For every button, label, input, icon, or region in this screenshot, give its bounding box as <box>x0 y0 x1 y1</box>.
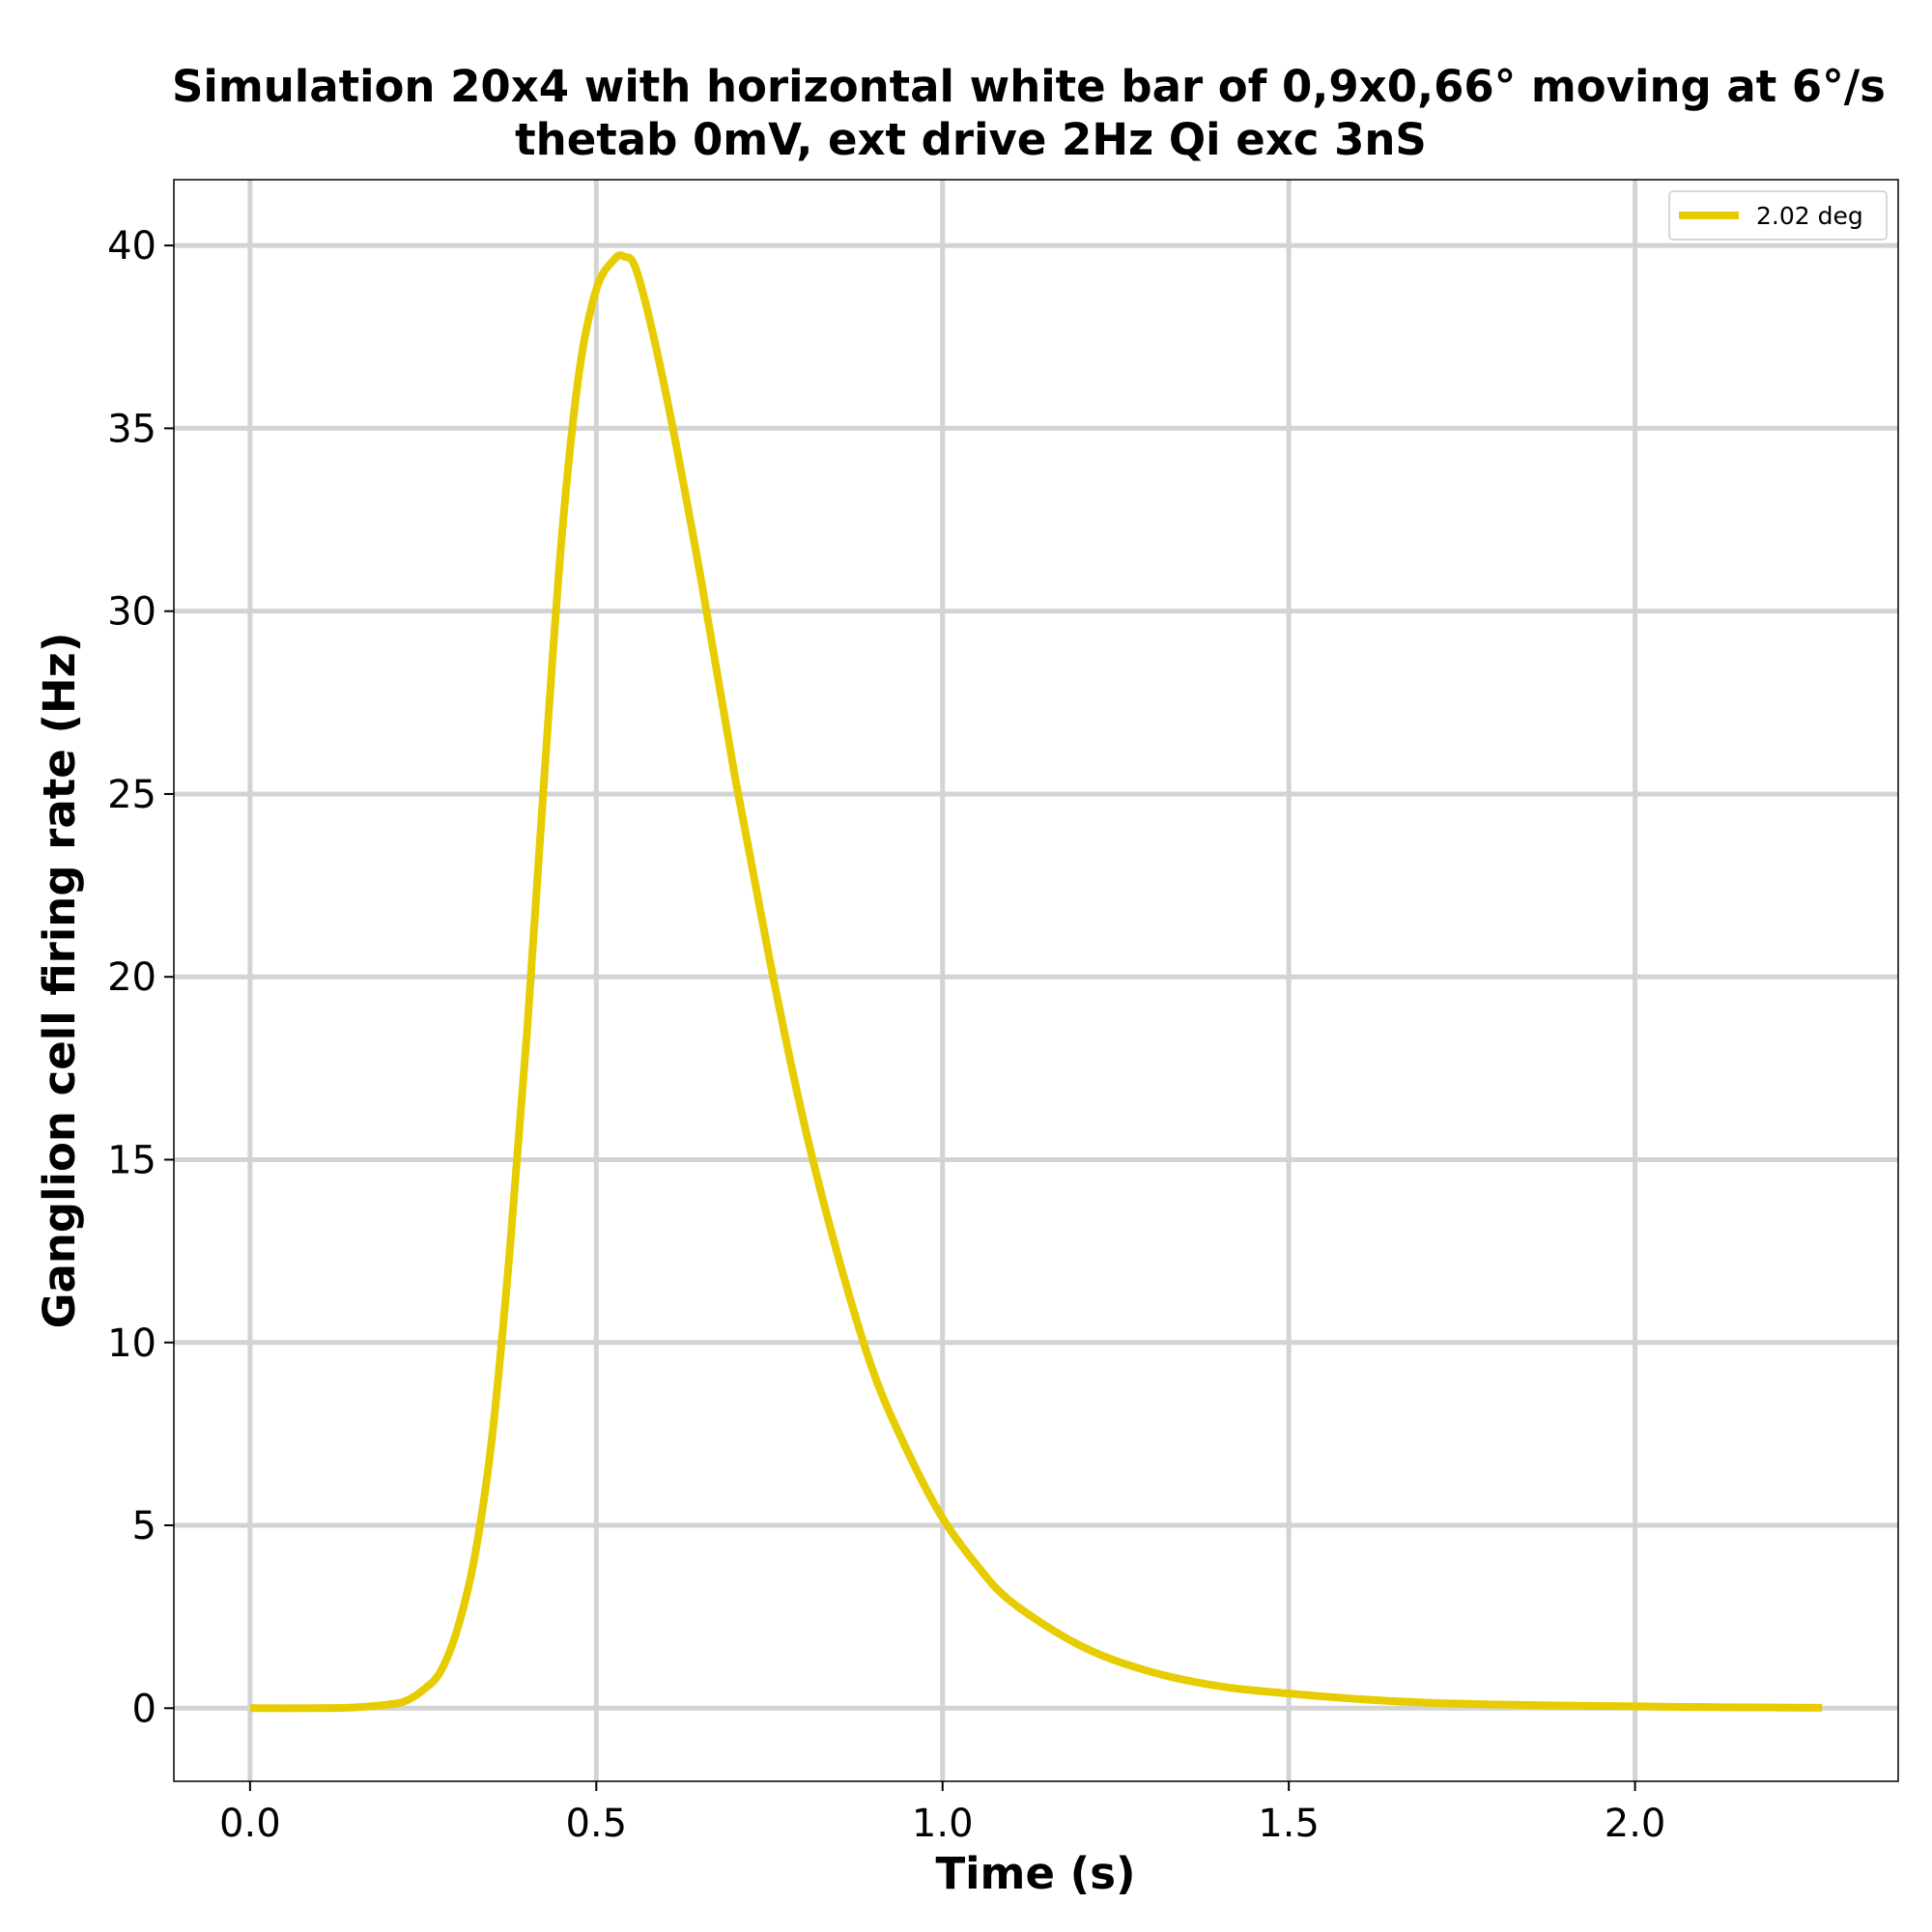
y-tick-label: 5 <box>132 1504 156 1548</box>
legend: 2.02 deg <box>1668 190 1888 241</box>
plot-frame <box>173 179 1899 1782</box>
x-tick-label: 0.0 <box>219 1802 281 1846</box>
chart-title-line2: thetab 0mV, ext drive 2Hz Qi exc 3nS <box>515 114 1427 165</box>
x-tick-label: 1.0 <box>912 1802 974 1846</box>
series-line <box>249 251 1823 1713</box>
y-tick-label: 20 <box>107 955 156 1000</box>
x-axis-label: Time (s) <box>935 1848 1135 1899</box>
x-tick-label: 1.5 <box>1258 1802 1320 1846</box>
x-ticks: 0.0 0.5 1.0 1.5 2.0 <box>219 1781 1665 1846</box>
chart-title-line1: Simulation 20x4 with horizontal white ba… <box>172 61 1886 112</box>
y-tick-label: 40 <box>107 224 156 269</box>
y-tick-label: 0 <box>132 1687 156 1731</box>
series-layer <box>249 251 1823 1713</box>
y-tick-label: 30 <box>107 590 156 635</box>
legend-box <box>1668 190 1888 241</box>
x-tick-label: 0.5 <box>565 1802 627 1846</box>
y-tick-label: 35 <box>107 407 156 451</box>
y-tick-label: 25 <box>107 773 156 817</box>
legend-label: 2.02 deg <box>1756 202 1863 230</box>
y-axis-label: Ganglion cell firing rate (Hz) <box>34 633 85 1329</box>
y-ticks: 0 5 10 15 20 25 30 35 40 <box>107 224 174 1731</box>
y-tick-label: 15 <box>107 1138 156 1182</box>
x-tick-label: 2.0 <box>1605 1802 1666 1846</box>
y-tick-label: 10 <box>107 1321 156 1366</box>
grid <box>174 180 1898 1781</box>
